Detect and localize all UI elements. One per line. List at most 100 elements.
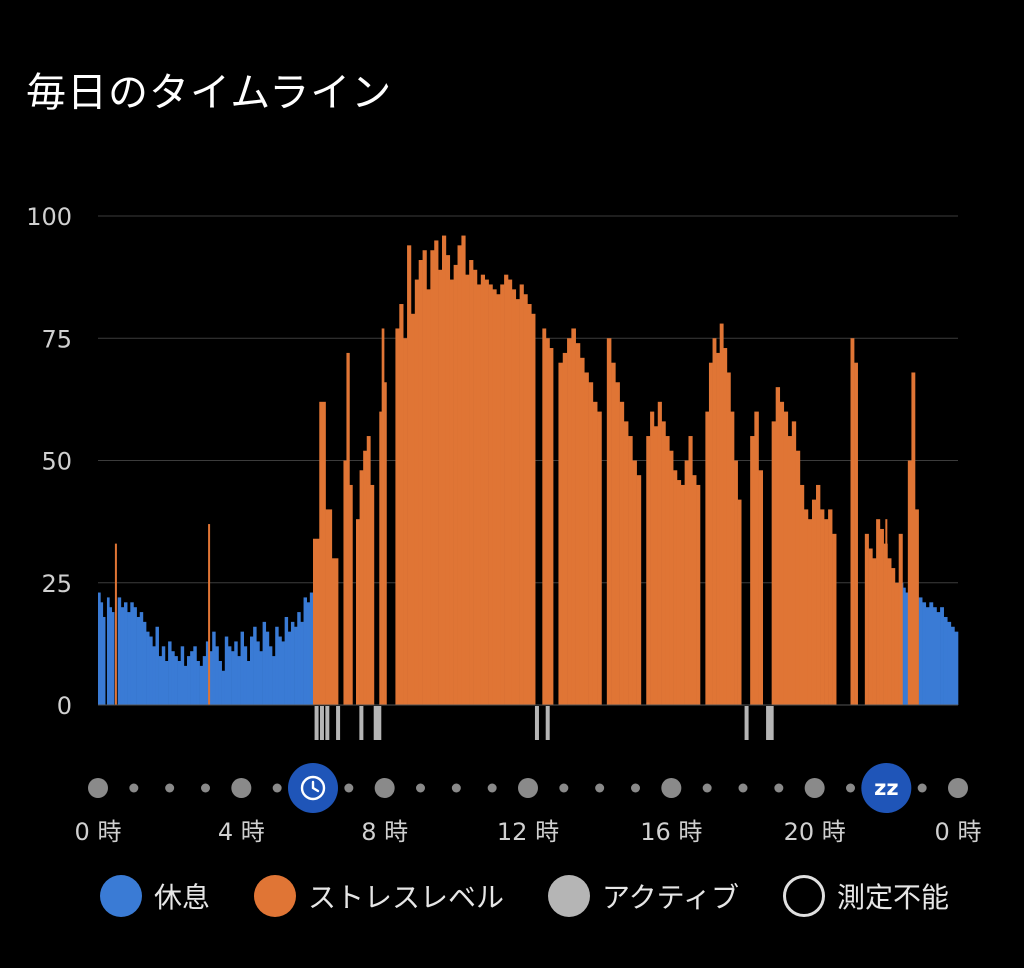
rest-bar — [106, 597, 110, 705]
rest-bar — [922, 602, 927, 705]
rest-bar — [133, 607, 137, 705]
stress-bar — [650, 411, 655, 705]
stress-bar — [898, 533, 903, 705]
stress-bar — [850, 338, 855, 705]
stress-bar — [349, 484, 353, 705]
stress-bar — [414, 279, 420, 705]
rest-bar — [253, 626, 257, 705]
rest-bar — [177, 660, 182, 705]
rest-bar — [155, 626, 159, 705]
stress-bar — [331, 558, 339, 705]
sleep-zz-icon: zz — [874, 776, 898, 800]
rest-bar — [243, 646, 248, 705]
rest-bar — [954, 631, 959, 705]
rest-bar — [231, 651, 235, 705]
legend-item-stress: ストレスレベル — [254, 875, 504, 917]
rest-bar — [199, 665, 204, 705]
stress-bar — [488, 284, 493, 705]
timeline-dot — [451, 783, 461, 793]
rest-bar — [950, 626, 955, 705]
timeline-dot — [917, 783, 927, 793]
stress-bar — [705, 411, 710, 705]
stress-bar — [579, 357, 585, 705]
stress-bar — [457, 245, 462, 705]
rest-bar — [309, 592, 314, 705]
timeline-dot — [559, 783, 569, 793]
stress-bar — [795, 450, 801, 705]
stress-bar — [911, 372, 916, 705]
stress-bar — [803, 509, 809, 705]
rest-bar — [205, 641, 210, 705]
timeline-dot — [738, 783, 748, 793]
rest-bar — [250, 636, 254, 705]
rest-bar — [98, 592, 101, 705]
stress-bar — [615, 382, 620, 705]
rest-bar — [174, 656, 178, 705]
active-marker — [336, 706, 341, 740]
stress-bar — [716, 352, 721, 705]
rest-bar — [164, 660, 169, 705]
stress-bar — [775, 387, 781, 705]
stress-bar — [545, 338, 550, 705]
stress-bar — [507, 279, 513, 705]
sleep-marker — [861, 763, 912, 813]
timeline-dot — [702, 783, 712, 793]
stress-bar — [313, 538, 320, 705]
page-title: 毎日のタイムライン — [26, 70, 393, 116]
stress-bar — [606, 338, 612, 705]
rest-bar — [130, 602, 134, 705]
stress-bar — [692, 475, 697, 705]
rest-bar — [102, 616, 106, 705]
stress-bar — [653, 426, 659, 705]
clock-icon — [300, 775, 326, 801]
rest-bar — [193, 646, 197, 705]
stress-bar — [399, 304, 404, 705]
x-tick-label: 0 時 — [75, 818, 122, 846]
timeline-dot — [165, 783, 175, 793]
stress-bar — [891, 568, 896, 705]
rest-bar — [297, 612, 301, 705]
timeline-dot — [846, 783, 855, 793]
rest-bar — [209, 651, 213, 705]
stress-bar — [669, 450, 674, 705]
rest-bar — [224, 636, 229, 705]
stress-bar — [619, 401, 625, 705]
rest-bar — [202, 656, 207, 705]
stress-bar — [832, 533, 837, 705]
stress-bar — [484, 279, 489, 705]
rest-bar — [183, 665, 188, 705]
stress-bar — [492, 289, 497, 705]
rest-bar — [100, 602, 104, 705]
stress-bar — [549, 348, 554, 705]
stress-bar — [356, 519, 360, 705]
legend: 休息 ストレスレベル アクティブ 測定不能 — [100, 873, 993, 919]
stress-bar — [680, 484, 685, 705]
rest-bar — [168, 641, 172, 705]
x-tick-label: 20 時 — [784, 818, 846, 846]
stress-bar — [907, 460, 912, 705]
stress-bar — [465, 274, 470, 705]
timeline-dot — [595, 783, 605, 793]
rest-bar — [212, 631, 216, 705]
rest-bar — [190, 651, 194, 705]
rest-bar — [932, 607, 937, 705]
stress-bar — [783, 411, 789, 705]
y-tick-label: 0 — [57, 692, 72, 720]
stress-bar — [734, 460, 738, 705]
stress-bar — [807, 519, 813, 705]
y-tick-label: 100 — [26, 203, 72, 231]
stress-bar — [879, 528, 884, 705]
stress-bar — [673, 470, 678, 705]
rest-bar — [918, 597, 923, 705]
stress-bar — [511, 289, 517, 705]
active-marker — [545, 706, 550, 740]
rest-bar — [246, 660, 251, 705]
stress-bar — [730, 411, 735, 705]
rest-bar — [117, 597, 122, 705]
legend-item-unmeasurable: 測定不能 — [782, 875, 949, 917]
legend-swatch-rest — [100, 875, 142, 917]
stress-bar — [820, 509, 825, 705]
rest-bar — [180, 646, 185, 705]
rest-bar — [268, 646, 273, 705]
rest-bar — [124, 602, 128, 705]
